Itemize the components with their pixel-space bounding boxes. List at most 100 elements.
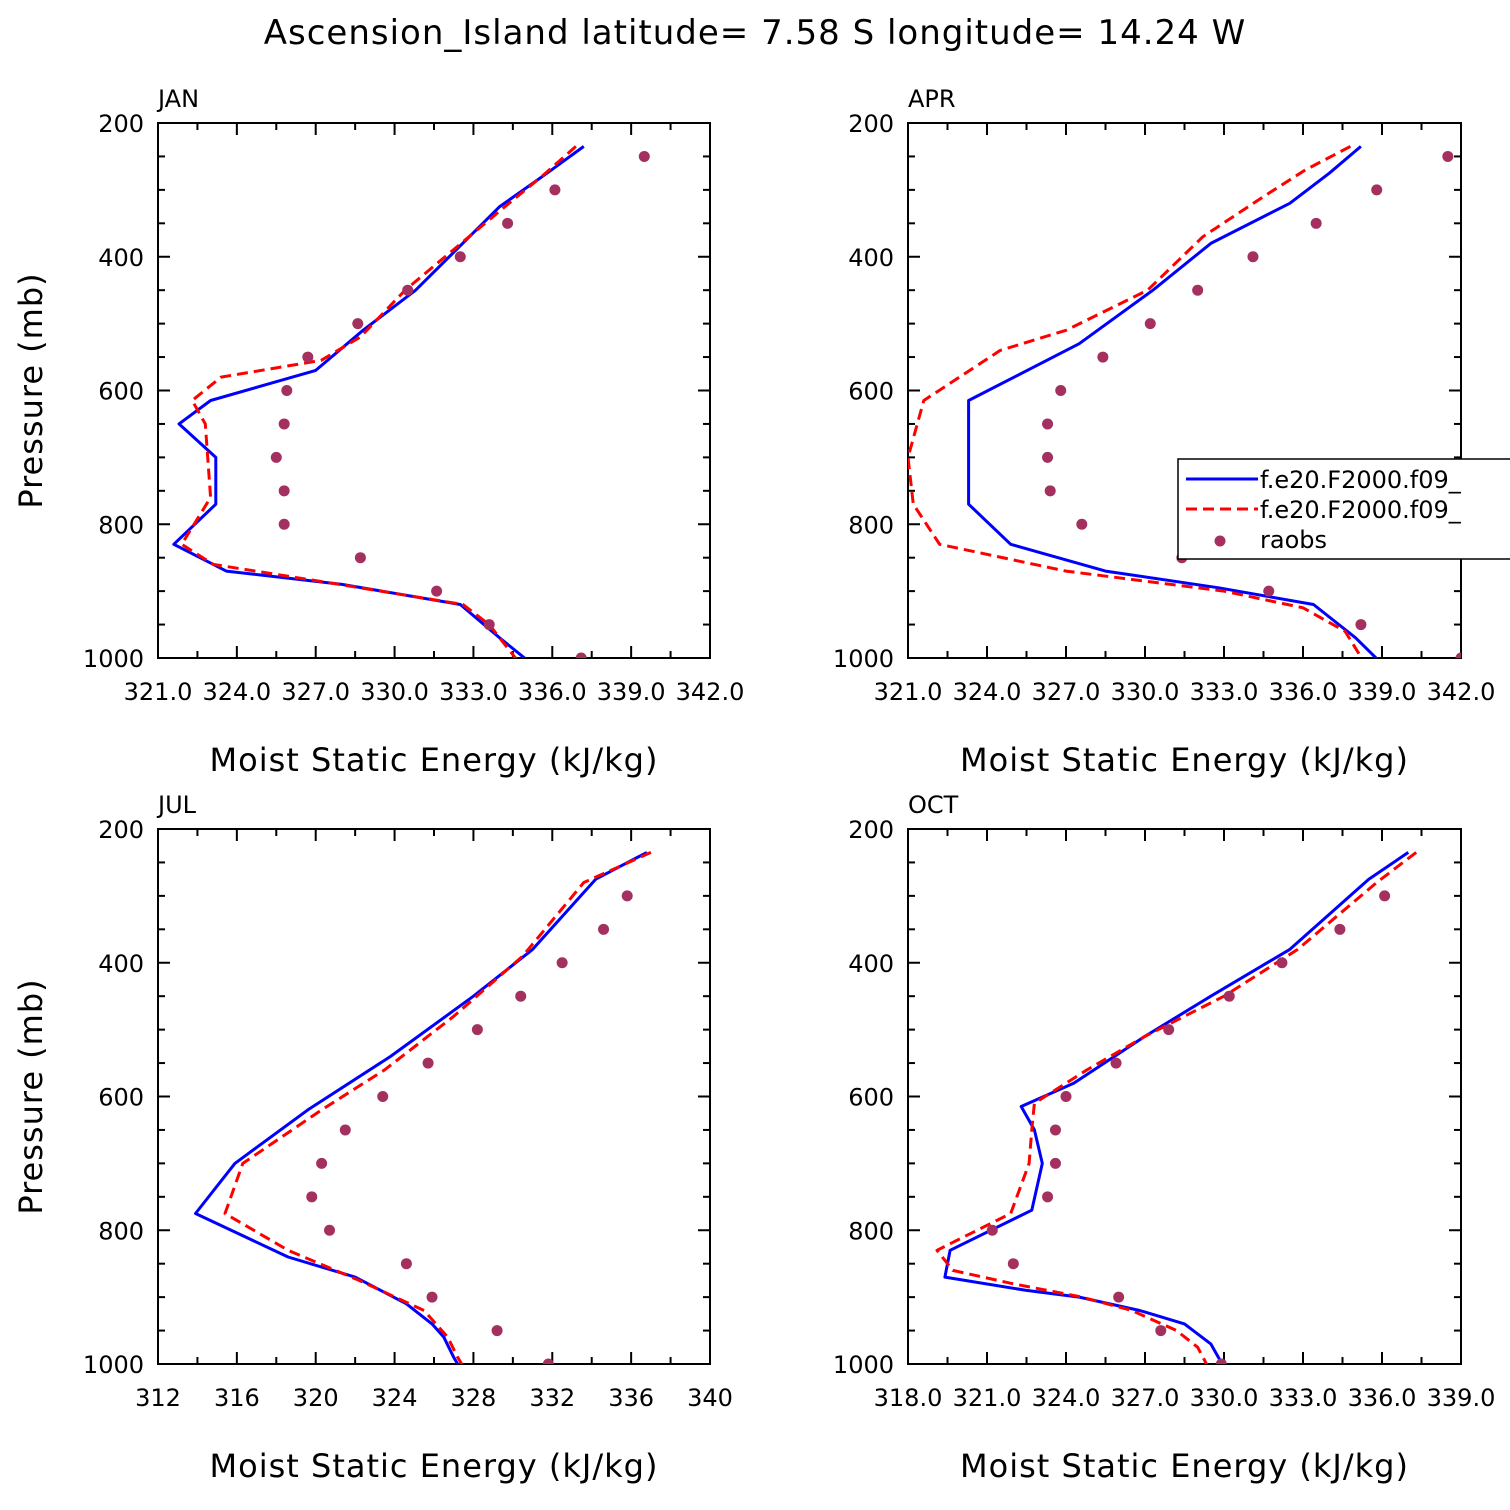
raobs-point <box>542 1358 554 1364</box>
raobs-point <box>1044 485 1056 497</box>
x-axis-label: Moist Static Energy (kJ/kg) <box>210 741 659 779</box>
raobs-point <box>306 1191 318 1203</box>
raobs-point <box>377 1091 389 1102</box>
x-tick-label: 336.0 <box>518 678 587 706</box>
raobs-point <box>278 485 290 497</box>
y-tick-label: 800 <box>98 511 144 539</box>
x-tick-label: 330.0 <box>1111 678 1180 706</box>
x-tick-label: 336.0 <box>1348 1384 1417 1412</box>
raobs-point <box>1334 923 1346 935</box>
series-line-model2 <box>180 145 577 658</box>
panel-oct: OCT 318.0 321.0 324.0 327.0 330.0 333.0 336.0 33… <box>833 791 1495 1485</box>
raobs-point <box>352 318 364 330</box>
raobs-point <box>1049 1157 1061 1169</box>
series-line-model2 <box>935 851 1418 1364</box>
raobs-point <box>1215 1358 1227 1364</box>
raobs-point <box>270 451 282 463</box>
y-tick-label: 1000 <box>83 645 144 673</box>
raobs-point <box>1113 1291 1125 1303</box>
legend-marker-raobs <box>1214 535 1226 547</box>
panel-label: JAN <box>156 85 199 113</box>
x-tick-label: 324.0 <box>202 678 271 706</box>
legend-label: raobs <box>1260 526 1327 554</box>
raobs-point <box>402 284 414 296</box>
raobs-point <box>491 1325 503 1337</box>
y-tick-label: 600 <box>848 378 894 406</box>
x-tick-label: 324.0 <box>1032 1384 1101 1412</box>
plot-area <box>172 145 650 658</box>
raobs-point <box>1371 184 1383 196</box>
panels: JAN 321.0 324.0 327.0 330.0 333.0 336.0 339.0 34… <box>12 85 1495 1485</box>
y-tick-label: 600 <box>98 378 144 406</box>
y-tick-label: 800 <box>848 511 894 539</box>
x-axis-label: Moist Static Energy (kJ/kg) <box>960 1447 1409 1485</box>
raobs-point <box>1060 1091 1072 1102</box>
series-line-model1 <box>194 851 648 1364</box>
raobs-point <box>1442 150 1454 162</box>
legend-label: f.e20.F2000.f09_ <box>1260 466 1462 494</box>
y-tick-label: 600 <box>848 1084 894 1112</box>
raobs-point <box>1276 957 1288 969</box>
raobs-point <box>1055 385 1067 396</box>
x-tick-label: 328 <box>451 1384 497 1412</box>
raobs-point <box>1076 518 1088 530</box>
raobs-point <box>339 1124 351 1136</box>
raobs-point <box>1155 1325 1167 1337</box>
y-tick-label: 1000 <box>83 1351 144 1379</box>
raobs-point <box>1144 318 1156 330</box>
raobs-point <box>1223 990 1235 1002</box>
y-tick-label: 200 <box>98 816 144 844</box>
series-line-model2 <box>908 145 1364 658</box>
raobs-point <box>1042 1191 1054 1203</box>
raobs-point <box>471 1024 483 1036</box>
x-tick-label: 321.0 <box>953 1384 1022 1412</box>
raobs-point <box>1355 619 1367 631</box>
y-axis-label: Pressure (mb) <box>12 978 50 1214</box>
legend: f.e20.F2000.f09_f.e20.F2000.f09_raobs <box>1177 458 1510 560</box>
x-tick-label: 324.0 <box>953 678 1022 706</box>
panel-label: OCT <box>908 791 959 819</box>
y-tick-label: 1000 <box>833 1351 894 1379</box>
raobs-point <box>638 150 650 162</box>
y-tick-label: 800 <box>848 1217 894 1245</box>
y-tick-label: 400 <box>98 950 144 978</box>
y-tick-label: 400 <box>848 950 894 978</box>
series-line-model2 <box>223 851 652 1364</box>
raobs-point <box>549 184 561 196</box>
x-tick-label: 336.0 <box>1269 678 1338 706</box>
x-tick-label: 330.0 <box>360 678 429 706</box>
raobs-point <box>575 652 587 658</box>
raobs-point <box>986 1224 998 1236</box>
raobs-point <box>431 585 443 597</box>
y-tick-label: 200 <box>848 816 894 844</box>
x-tick-label: 332 <box>529 1384 575 1412</box>
y-tick-label: 200 <box>98 110 144 138</box>
x-tick-label: 327.0 <box>281 678 350 706</box>
raobs-point <box>1042 418 1054 430</box>
x-tick-label: 342.0 <box>676 678 745 706</box>
series-line-model1 <box>943 851 1410 1364</box>
raobs-point <box>483 619 495 631</box>
x-tick-label: 333.0 <box>1190 678 1259 706</box>
x-tick-label: 318.0 <box>874 1384 943 1412</box>
legend-label: f.e20.F2000.f09_ <box>1260 496 1462 524</box>
x-tick-label: 324 <box>372 1384 418 1412</box>
x-tick-label: 316 <box>214 1384 260 1412</box>
x-tick-label: 327.0 <box>1032 678 1101 706</box>
panel-apr: APR 321.0 324.0 327.0 330.0 333.0 336.0 339.0 34… <box>833 85 1495 779</box>
raobs-point <box>400 1258 412 1270</box>
raobs-point <box>515 990 527 1002</box>
y-tick-label: 400 <box>848 244 894 272</box>
raobs-point <box>324 1224 336 1236</box>
x-tick-label: 339.0 <box>597 678 666 706</box>
y-tick-label: 400 <box>98 244 144 272</box>
x-tick-label: 312 <box>135 1384 181 1412</box>
raobs-point <box>1049 1124 1061 1136</box>
series-line-model1 <box>967 145 1379 658</box>
x-tick-label: 340 <box>687 1384 733 1412</box>
x-tick-label: 333.0 <box>439 678 508 706</box>
raobs-point <box>278 418 290 430</box>
raobs-point <box>1163 1024 1175 1036</box>
